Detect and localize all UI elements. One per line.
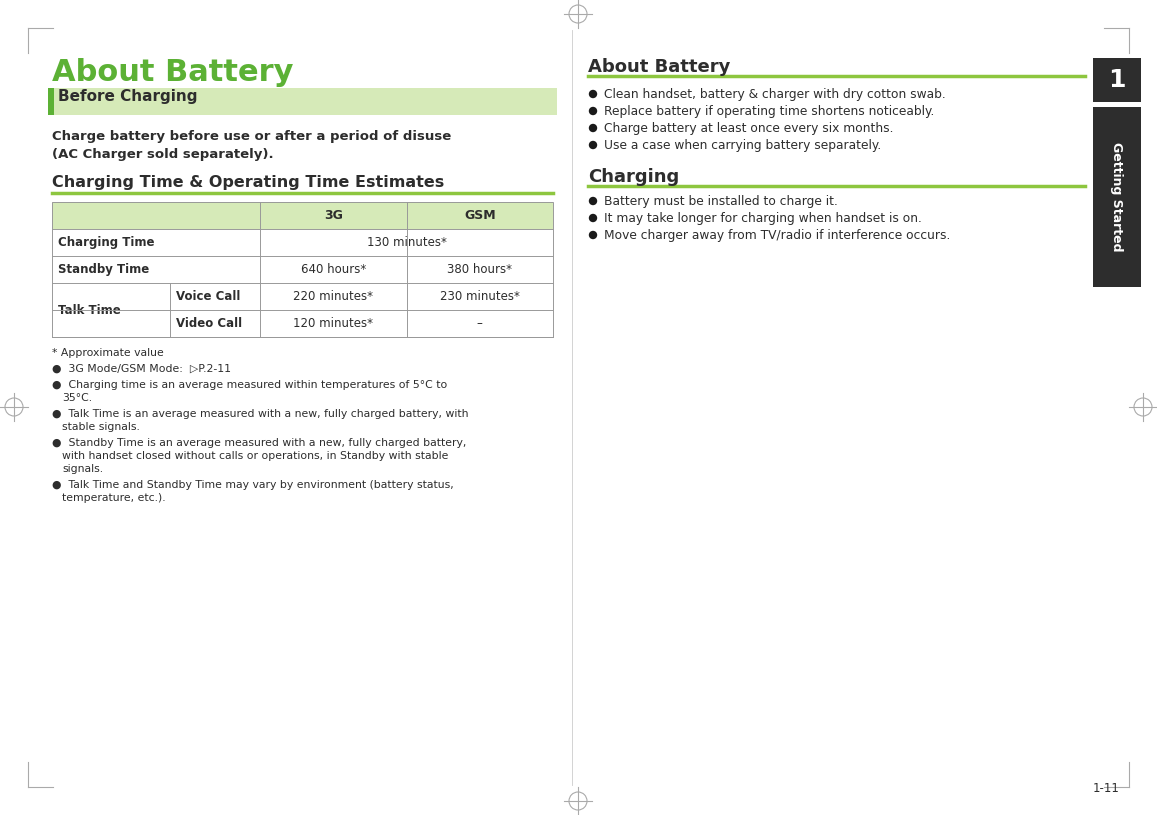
Bar xyxy=(52,202,260,229)
Text: ●  Talk Time is an average measured with a new, fully charged battery, with: ● Talk Time is an average measured with … xyxy=(52,409,469,419)
Text: Move charger away from TV/radio if interference occurs.: Move charger away from TV/radio if inter… xyxy=(604,229,950,242)
Text: Battery must be installed to charge it.: Battery must be installed to charge it. xyxy=(604,195,838,208)
Text: ●  3G Mode/GSM Mode:  ▷P.2-11: ● 3G Mode/GSM Mode: ▷P.2-11 xyxy=(52,364,231,374)
Text: Charging Time & Operating Time Estimates: Charging Time & Operating Time Estimates xyxy=(52,175,444,190)
Text: Charge battery at least once every six months.: Charge battery at least once every six m… xyxy=(604,122,893,135)
Text: 3G: 3G xyxy=(324,209,342,222)
Text: GSM: GSM xyxy=(464,209,495,222)
Bar xyxy=(52,202,553,337)
Text: ●  Talk Time and Standby Time may vary by environment (battery status,: ● Talk Time and Standby Time may vary by… xyxy=(52,480,454,490)
Text: Replace battery if operating time shortens noticeably.: Replace battery if operating time shorte… xyxy=(604,105,935,118)
Circle shape xyxy=(590,214,597,222)
Text: Clean handset, battery & charger with dry cotton swab.: Clean handset, battery & charger with dr… xyxy=(604,88,945,101)
Text: Video Call: Video Call xyxy=(176,317,242,330)
Text: with handset closed without calls or operations, in Standby with stable: with handset closed without calls or ope… xyxy=(62,451,449,461)
Bar xyxy=(1093,58,1141,102)
Bar xyxy=(47,88,54,115)
Text: 130 minutes*: 130 minutes* xyxy=(367,236,447,249)
Circle shape xyxy=(590,125,597,131)
Text: 220 minutes*: 220 minutes* xyxy=(293,290,374,303)
Text: 1: 1 xyxy=(1108,68,1126,92)
Text: About Battery: About Battery xyxy=(52,58,294,87)
Text: 1-11: 1-11 xyxy=(1093,782,1120,795)
Text: Charge battery before use or after a period of disuse
(AC Charger sold separatel: Charge battery before use or after a per… xyxy=(52,130,451,161)
Text: 380 hours*: 380 hours* xyxy=(448,263,513,276)
Text: 35°C.: 35°C. xyxy=(62,393,93,403)
Text: –: – xyxy=(477,317,482,330)
Text: Charging Time: Charging Time xyxy=(58,236,155,249)
Text: Use a case when carrying battery separately.: Use a case when carrying battery separat… xyxy=(604,139,882,152)
Bar xyxy=(260,202,406,229)
Circle shape xyxy=(590,142,597,148)
Circle shape xyxy=(590,90,597,98)
Text: 230 minutes*: 230 minutes* xyxy=(440,290,519,303)
Text: temperature, etc.).: temperature, etc.). xyxy=(62,493,165,503)
Text: ●  Standby Time is an average measured with a new, fully charged battery,: ● Standby Time is an average measured wi… xyxy=(52,438,466,448)
Text: signals.: signals. xyxy=(62,464,103,474)
Text: Talk Time: Talk Time xyxy=(58,303,120,316)
Circle shape xyxy=(590,231,597,239)
Bar xyxy=(406,202,553,229)
Text: ●  Charging time is an average measured within temperatures of 5°C to: ● Charging time is an average measured w… xyxy=(52,380,448,390)
Text: Getting Started: Getting Started xyxy=(1111,143,1123,252)
Text: 640 hours*: 640 hours* xyxy=(301,263,366,276)
Circle shape xyxy=(590,108,597,114)
Bar xyxy=(47,88,557,115)
Text: Charging: Charging xyxy=(588,168,679,186)
Text: * Approximate value: * Approximate value xyxy=(52,348,164,358)
Text: It may take longer for charging when handset is on.: It may take longer for charging when han… xyxy=(604,212,922,225)
Text: About Battery: About Battery xyxy=(588,58,730,76)
Text: Before Charging: Before Charging xyxy=(58,89,198,104)
Text: Voice Call: Voice Call xyxy=(176,290,241,303)
Bar xyxy=(1093,107,1141,287)
Text: stable signals.: stable signals. xyxy=(62,422,140,432)
Circle shape xyxy=(590,197,597,205)
Text: 120 minutes*: 120 minutes* xyxy=(293,317,374,330)
Text: Standby Time: Standby Time xyxy=(58,263,149,276)
